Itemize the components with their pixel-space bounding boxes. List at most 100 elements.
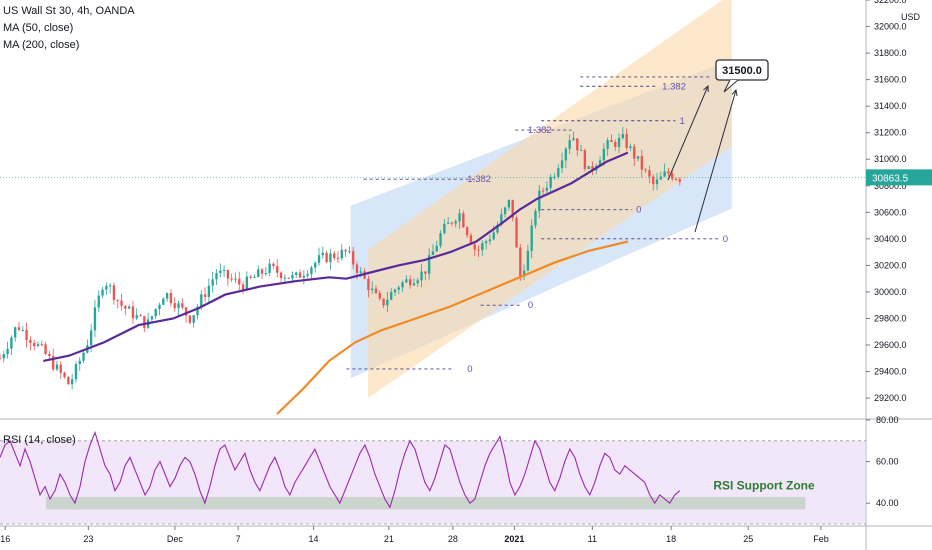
candle-body bbox=[112, 285, 116, 300]
target-callout-label: 31500.0 bbox=[722, 65, 762, 77]
candle bbox=[158, 302, 161, 316]
candle bbox=[477, 245, 480, 258]
y-tick-label: 30200.0 bbox=[874, 260, 907, 270]
candle-body bbox=[576, 138, 579, 151]
candle bbox=[105, 282, 108, 296]
candle-body bbox=[617, 137, 621, 147]
candle bbox=[617, 133, 621, 154]
candle-body bbox=[659, 176, 662, 180]
candle bbox=[97, 290, 100, 312]
candle bbox=[211, 271, 214, 293]
candle bbox=[439, 230, 442, 249]
y-tick-label: 31600.0 bbox=[874, 75, 907, 85]
candle bbox=[591, 161, 594, 176]
candle-body bbox=[131, 306, 135, 319]
candle bbox=[530, 219, 533, 259]
y-tick-label: 29600.0 bbox=[874, 340, 907, 350]
candle bbox=[139, 313, 142, 317]
candle-body bbox=[465, 227, 469, 236]
candle-body bbox=[572, 138, 575, 141]
fib-level-label: 0 bbox=[723, 234, 728, 245]
candle bbox=[55, 360, 59, 372]
candle-body bbox=[0, 358, 2, 360]
candle-body bbox=[116, 299, 119, 301]
candle bbox=[287, 277, 290, 279]
candle-body bbox=[184, 307, 188, 316]
y-tick-label: 31800.0 bbox=[874, 48, 907, 58]
candle-body bbox=[6, 348, 9, 355]
candle bbox=[192, 314, 195, 328]
candle bbox=[264, 267, 268, 277]
candle bbox=[401, 280, 404, 293]
candle-body bbox=[374, 288, 378, 294]
candle bbox=[14, 326, 17, 342]
candle-body bbox=[279, 272, 283, 279]
candle-body bbox=[621, 134, 625, 138]
y-tick-label: 29200.0 bbox=[874, 393, 907, 403]
fib-level-label: 1 bbox=[679, 116, 684, 127]
candle bbox=[671, 170, 674, 181]
candle bbox=[222, 264, 226, 278]
candle bbox=[59, 361, 62, 379]
candle-body bbox=[484, 241, 488, 244]
candle bbox=[317, 247, 321, 266]
candle-body bbox=[219, 270, 222, 274]
candle bbox=[329, 248, 332, 270]
candle-body bbox=[553, 176, 556, 178]
candle bbox=[450, 221, 454, 227]
candle bbox=[260, 267, 264, 279]
candle-body bbox=[93, 307, 97, 331]
candle-body bbox=[317, 255, 321, 263]
legend-symbol: US Wall St 30, 4h, OANDA bbox=[3, 5, 135, 17]
candle-body bbox=[276, 266, 279, 273]
candle-body bbox=[462, 213, 465, 228]
candle bbox=[648, 165, 651, 184]
x-tick-label: 2021 bbox=[504, 534, 524, 544]
y-tick-label: 29800.0 bbox=[874, 313, 907, 323]
candle bbox=[443, 219, 446, 235]
candle-body bbox=[169, 293, 173, 304]
candle-body bbox=[44, 344, 47, 354]
candle bbox=[386, 291, 389, 312]
candle-body bbox=[329, 253, 332, 263]
candle bbox=[29, 336, 32, 351]
candle-body bbox=[135, 315, 138, 319]
candle bbox=[131, 300, 135, 324]
candle-body bbox=[188, 315, 192, 323]
candle-body bbox=[439, 233, 442, 246]
candle bbox=[6, 341, 9, 359]
candle-body bbox=[648, 170, 651, 177]
candle-body bbox=[325, 252, 328, 263]
candle bbox=[207, 278, 211, 303]
candle bbox=[135, 308, 138, 321]
candle bbox=[484, 239, 488, 250]
candle bbox=[226, 269, 230, 287]
candle bbox=[321, 246, 324, 259]
candle-body bbox=[59, 364, 62, 373]
candle-body bbox=[560, 160, 564, 169]
candle-body bbox=[108, 285, 112, 287]
projection-arrow-1 bbox=[667, 85, 709, 181]
candle bbox=[63, 371, 66, 379]
x-tick-label: 16 bbox=[0, 534, 10, 544]
x-tick-label: 25 bbox=[743, 534, 753, 544]
candle bbox=[112, 282, 116, 305]
candle bbox=[572, 131, 575, 141]
candle-body bbox=[29, 339, 32, 343]
candle bbox=[678, 177, 681, 186]
candle bbox=[78, 357, 81, 371]
candle bbox=[169, 289, 173, 307]
candle bbox=[154, 308, 157, 320]
candle-body bbox=[139, 315, 142, 317]
candle-body bbox=[671, 173, 674, 179]
candle-body bbox=[207, 285, 211, 297]
candle bbox=[408, 275, 412, 289]
target-callout-pointer bbox=[723, 79, 739, 93]
rsi-support-zone bbox=[45, 496, 806, 510]
candle-body bbox=[583, 150, 587, 170]
candle bbox=[511, 199, 514, 222]
candle bbox=[538, 185, 541, 218]
x-tick-label: 7 bbox=[236, 534, 241, 544]
candle bbox=[302, 270, 305, 285]
candle bbox=[25, 322, 28, 348]
